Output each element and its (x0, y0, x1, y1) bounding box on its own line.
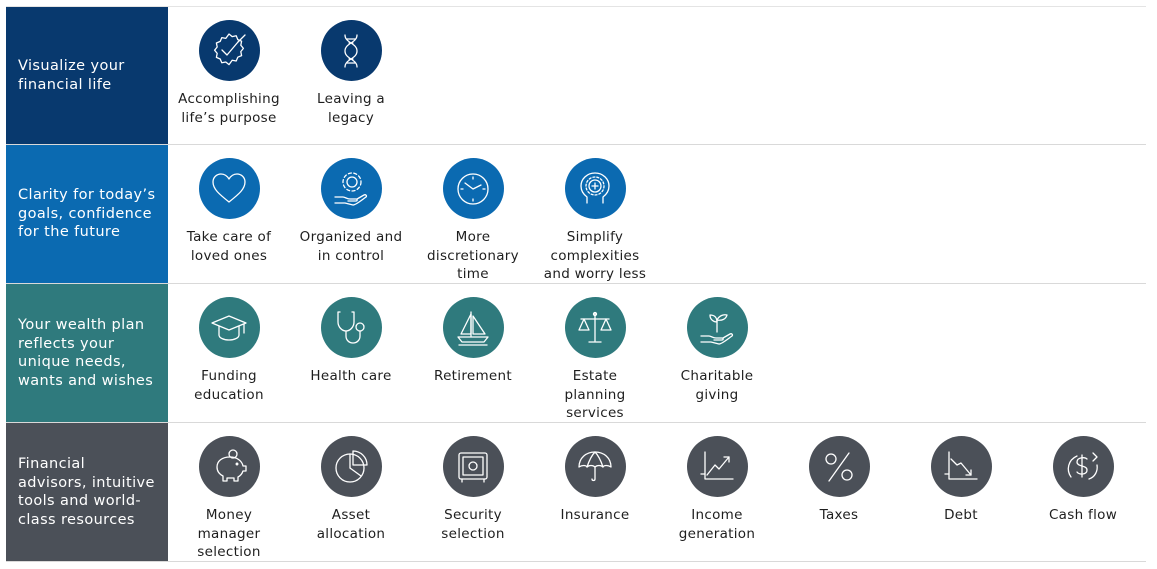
item-label: Leaving a legacy (317, 91, 385, 126)
dollar-cycle-icon (1052, 436, 1114, 497)
head-mind-icon (564, 158, 626, 219)
umbrella-icon (564, 436, 626, 497)
item-label: Accomplishing life’s purpose (178, 91, 280, 126)
percent-icon (808, 436, 870, 497)
item-simplify: Simplify complexities and worry less (534, 158, 656, 284)
item-label: Asset allocation (316, 507, 386, 542)
item-label: Cash flow (1048, 507, 1118, 523)
dna-icon (320, 20, 382, 81)
gear-hand-icon (320, 158, 382, 219)
item-asset-allocation: Asset allocation (290, 436, 412, 543)
piggy-bank-icon (198, 436, 260, 497)
item-label: Insurance (560, 507, 630, 523)
decline-chart-icon (930, 436, 992, 497)
row-visualize: Visualize your financial life Accomplish… (6, 6, 1146, 145)
item-charitable-giving: Charitable giving (656, 297, 778, 404)
item-security-selection: Security selection (412, 436, 534, 543)
row-label: Clarity for today’s goals, confidence fo… (6, 145, 168, 283)
item-leaving-legacy: Leaving a legacy (290, 20, 412, 127)
heart-icon (198, 158, 260, 219)
row-clarity: Clarity for today’s goals, confidence fo… (6, 145, 1146, 284)
item-label: Money manager selection (197, 507, 261, 560)
scales-icon (564, 297, 626, 358)
wealth-plan-diagram: Visualize your financial life Accomplish… (6, 6, 1146, 562)
item-retirement: Retirement (412, 297, 534, 386)
item-label: Estate planning services (564, 368, 626, 421)
item-label: Income generation (678, 507, 756, 542)
item-label: Taxes (819, 507, 859, 523)
item-income-generation: Income generation (656, 436, 778, 543)
item-label: Charitable giving (680, 368, 754, 403)
stethoscope-icon (320, 297, 382, 358)
item-accomplishing-purpose: Accomplishing life’s purpose (168, 20, 290, 127)
item-label: Simplify complexities and worry less (543, 229, 647, 282)
row-wealth-plan: Your wealth plan reflects your unique ne… (6, 284, 1146, 423)
item-organized: Organized and in control (290, 158, 412, 265)
item-discretionary-time: More discretionary time (412, 158, 534, 284)
item-estate-planning: Estate planning services (534, 297, 656, 423)
row-label: Financial advisors, intuitive tools and … (6, 423, 168, 561)
item-label: Retirement (434, 368, 512, 384)
sailboat-icon (442, 297, 504, 358)
safe-icon (442, 436, 504, 497)
pie-chart-icon (320, 436, 382, 497)
graduation-cap-icon (198, 297, 260, 358)
row-label: Visualize your financial life (6, 7, 168, 144)
plant-hand-icon (686, 297, 748, 358)
item-label: Security selection (441, 507, 505, 542)
item-label: Debt (944, 507, 978, 523)
item-label: Take care of loved ones (186, 229, 272, 264)
checkmark-seal-icon (198, 20, 260, 81)
row-label: Your wealth plan reflects your unique ne… (6, 284, 168, 422)
item-health-care: Health care (290, 297, 412, 386)
item-funding-education: Funding education (168, 297, 290, 404)
clock-icon (442, 158, 504, 219)
item-taxes: Taxes (778, 436, 900, 525)
item-label: Organized and in control (299, 229, 403, 264)
item-label: Funding education (194, 368, 264, 403)
item-label: Health care (310, 368, 392, 384)
item-label: More discretionary time (427, 229, 519, 282)
item-take-care: Take care of loved ones (168, 158, 290, 265)
row-advisors: Financial advisors, intuitive tools and … (6, 423, 1146, 562)
growth-chart-icon (686, 436, 748, 497)
item-insurance: Insurance (534, 436, 656, 525)
item-cash-flow: Cash flow (1022, 436, 1144, 525)
item-debt: Debt (900, 436, 1022, 525)
item-money-manager: Money manager selection (168, 436, 290, 562)
